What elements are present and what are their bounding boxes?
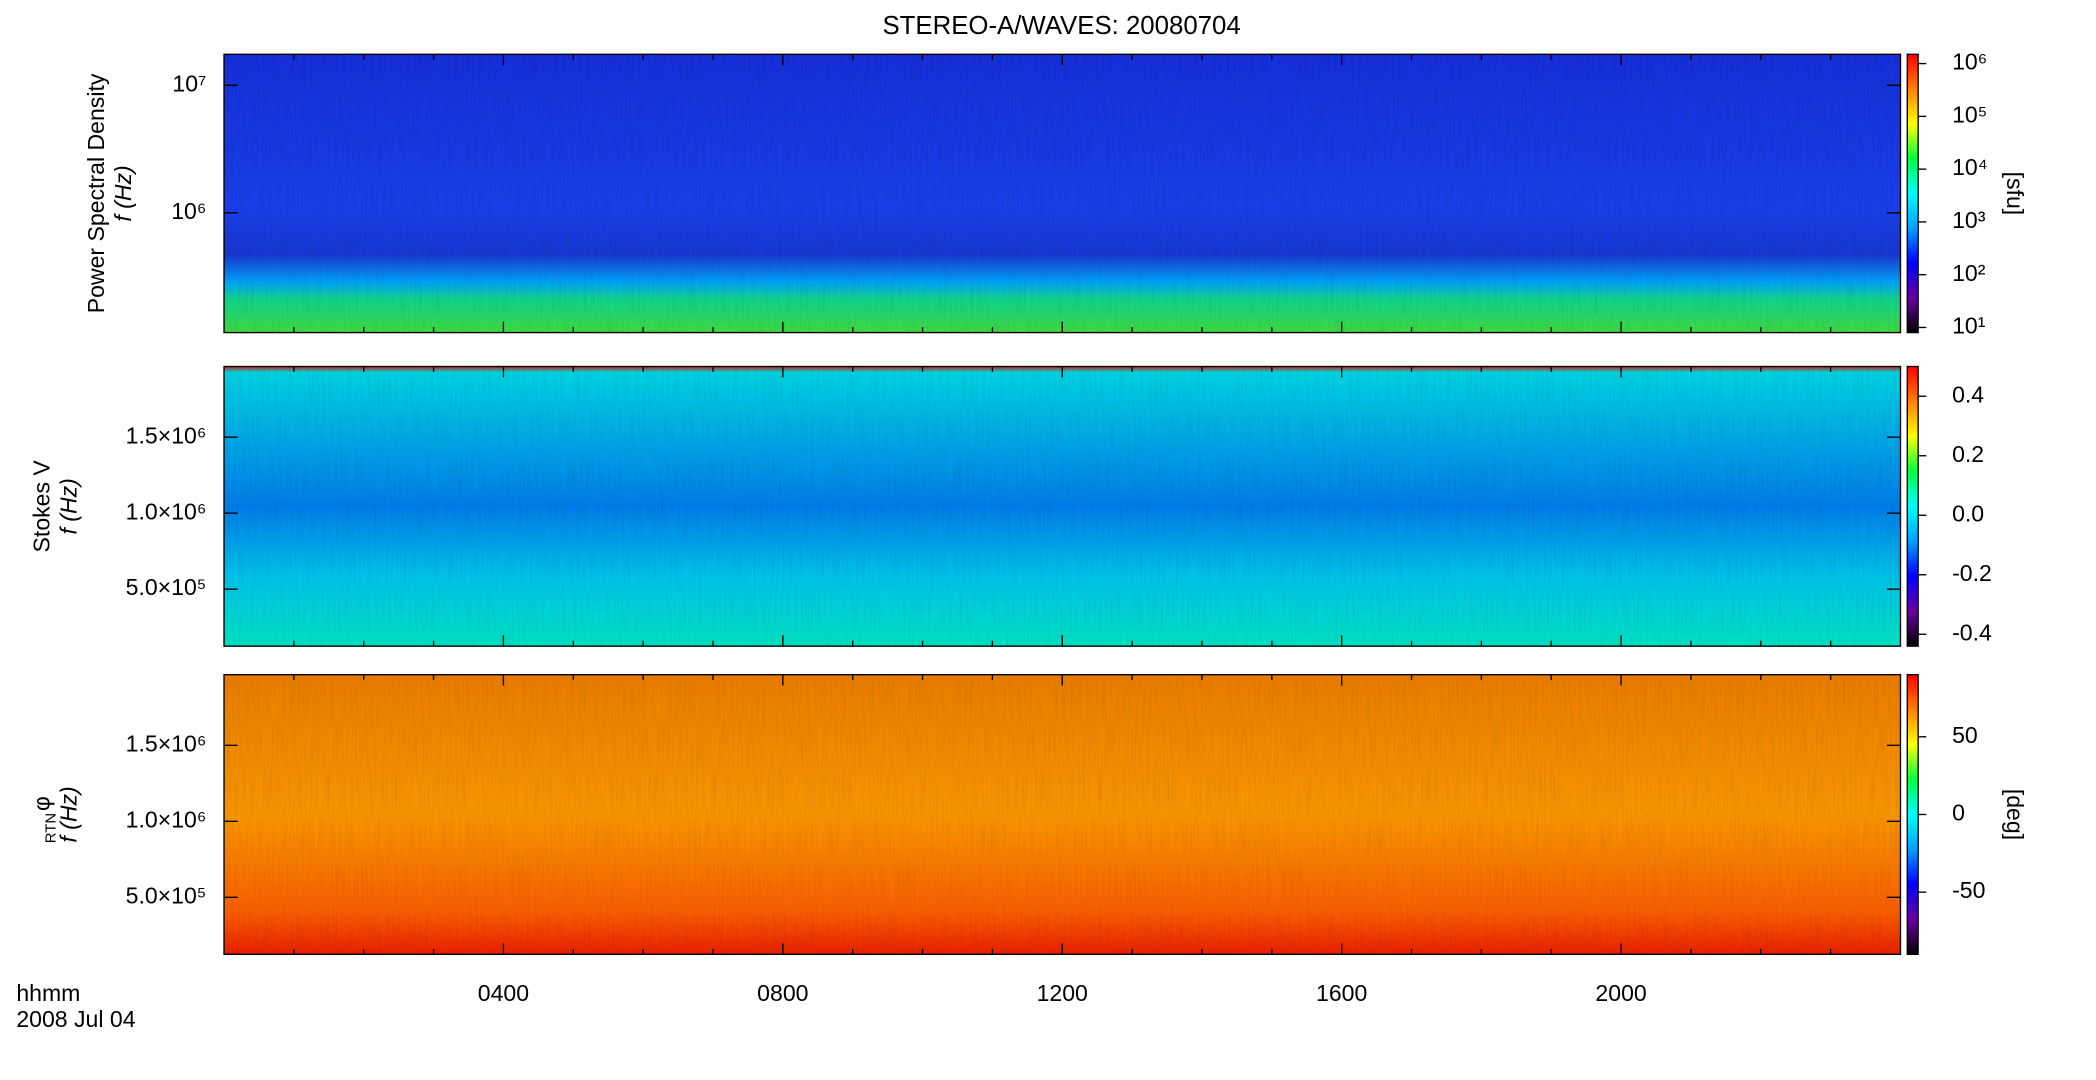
y-axis-label: Stokes V: [29, 460, 55, 553]
colorbar-tick-label: 50: [1952, 722, 1978, 748]
y-axis-label: Power Spectral Density: [83, 73, 109, 313]
y-tick-label: 10⁶: [171, 198, 206, 224]
colorbar-tick-label: 10¹: [1952, 313, 1986, 339]
colorbar-label: [deg]: [2002, 789, 2028, 840]
colorbar-tick-label: 10³: [1952, 207, 1986, 233]
y-tick-label: 1.5×10⁶: [126, 730, 207, 756]
y-tick-label: 5.0×10⁵: [126, 574, 207, 600]
spectrogram-texture: [224, 54, 1901, 333]
spectrogram-texture: [224, 674, 1901, 955]
y-tick-label: 10⁷: [172, 70, 206, 96]
colorbar-tick-label: -0.4: [1952, 619, 1992, 645]
colorbar: [1906, 673, 1919, 955]
x-tick-label: 2000: [1595, 980, 1646, 1006]
x-tick-label: 0800: [757, 980, 808, 1006]
y-axis-label: f (Hz): [56, 478, 82, 534]
colorbar-tick-label: 10²: [1952, 260, 1986, 286]
spectrogram-texture: [224, 366, 1901, 647]
y-tick-label: 1.0×10⁶: [126, 498, 207, 524]
colorbar: [1906, 53, 1919, 334]
y-axis-label: φ: [29, 796, 55, 811]
x-axis-label: hhmm: [16, 980, 80, 1006]
colorbar-tick-label: 0: [1952, 800, 1965, 826]
x-tick-label: 1200: [1037, 980, 1088, 1006]
y-axis-label: f (Hz): [56, 786, 82, 842]
colorbar-tick-label: 0.4: [1952, 381, 1984, 407]
x-tick-label: 1600: [1316, 980, 1367, 1006]
colorbar: [1906, 365, 1919, 647]
y-tick-label: 1.0×10⁶: [126, 806, 207, 832]
colorbar-tick-label: -0.2: [1952, 560, 1992, 586]
y-axis-label-subscript: RTN: [43, 813, 60, 843]
y-tick-label: 5.0×10⁵: [126, 882, 207, 908]
colorbar-label: [sfu]: [2002, 172, 2028, 216]
chart-title: STEREO-A/WAVES: 20080704: [882, 12, 1240, 40]
y-tick-label: 1.5×10⁶: [126, 422, 207, 448]
colorbar-tick-label: 0.2: [1952, 441, 1984, 467]
colorbar-tick-label: 10⁴: [1952, 154, 1988, 180]
x-tick-label: 0400: [478, 980, 529, 1006]
colorbar-tick-label: 10⁵: [1952, 101, 1987, 127]
colorbar-tick-label: -50: [1952, 877, 1985, 903]
date-label: 2008 Jul 04: [16, 1006, 135, 1032]
colorbar-tick-label: 0.0: [1952, 500, 1984, 526]
y-axis-label: f (Hz): [110, 165, 136, 221]
colorbar-tick-label: 10⁶: [1952, 49, 1987, 75]
